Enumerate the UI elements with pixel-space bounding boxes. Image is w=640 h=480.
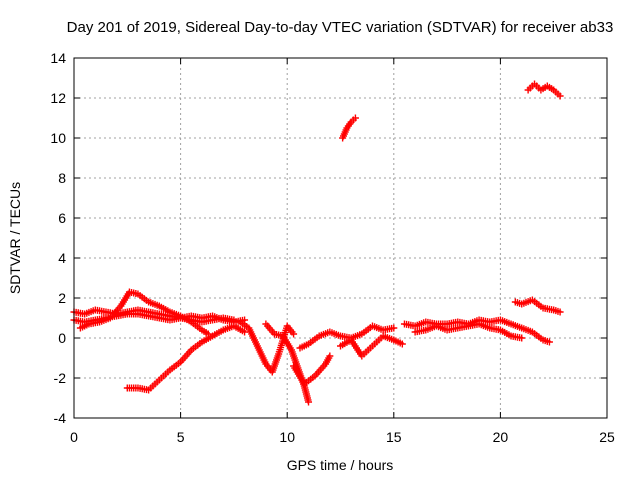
data-point [290, 330, 298, 338]
grid-lines [74, 58, 607, 418]
y-tick-label: 10 [50, 130, 66, 146]
y-tick-label: -2 [54, 370, 67, 386]
y-axis-ticks: -4 -2 0 2 4 6 8 10 12 14 [50, 50, 607, 426]
plot-area-border [73, 57, 608, 419]
series-track-7 [290, 352, 334, 388]
series-track-11 [400, 316, 553, 346]
data-point [556, 92, 564, 100]
series-track-9 [337, 332, 406, 360]
y-tick-label: 12 [50, 90, 66, 106]
x-tick-label: 0 [70, 429, 78, 445]
x-axis-label: GPS time / hours [287, 457, 394, 473]
x-tick-label: 5 [177, 429, 185, 445]
data-point [351, 114, 359, 122]
data-point [518, 334, 526, 342]
series-track-10 [339, 114, 359, 142]
x-tick-label: 10 [279, 429, 295, 445]
series-track-14 [524, 80, 564, 100]
x-tick-label: 15 [386, 429, 402, 445]
y-tick-label: 8 [58, 170, 66, 186]
series-track-13 [511, 296, 564, 316]
y-tick-label: 2 [58, 290, 66, 306]
series-track-12 [411, 320, 526, 342]
x-tick-label: 25 [599, 429, 615, 445]
data-point [390, 324, 398, 332]
y-axis-label: SDTVAR / TECUs [7, 182, 23, 294]
data-point [556, 308, 564, 316]
y-tick-label: 4 [58, 250, 66, 266]
data-marks [70, 80, 564, 406]
data-point [398, 340, 406, 348]
y-tick-label: 0 [58, 330, 66, 346]
y-tick-label: 14 [50, 50, 66, 66]
series-track-5 [236, 318, 298, 376]
data-point [305, 398, 313, 406]
y-tick-label: 6 [58, 210, 66, 226]
data-point [241, 328, 249, 336]
x-tick-label: 20 [493, 429, 509, 445]
series-track-3 [76, 288, 212, 338]
chart-title: Day 201 of 2019, Sidereal Day-to-day VTE… [67, 19, 614, 36]
data-point [326, 352, 334, 360]
data-point [545, 338, 553, 346]
y-tick-label: -4 [54, 410, 67, 426]
series-track-8 [296, 322, 398, 352]
x-axis-ticks: 0 5 10 15 20 25 [70, 58, 615, 445]
series-track-4 [123, 322, 249, 394]
